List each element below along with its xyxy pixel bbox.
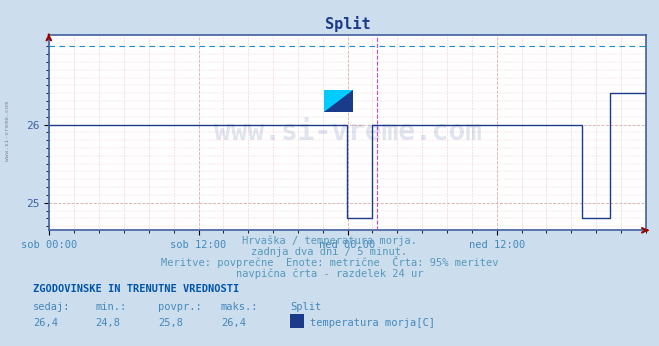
Title: Split: Split xyxy=(325,16,370,32)
Text: min.:: min.: xyxy=(96,302,127,312)
Text: www.si-vreme.com: www.si-vreme.com xyxy=(5,101,11,162)
Text: 26,4: 26,4 xyxy=(33,318,58,328)
Text: 24,8: 24,8 xyxy=(96,318,121,328)
Text: www.si-vreme.com: www.si-vreme.com xyxy=(214,118,482,146)
Text: povpr.:: povpr.: xyxy=(158,302,202,312)
Text: 26,4: 26,4 xyxy=(221,318,246,328)
Text: ZGODOVINSKE IN TRENUTNE VREDNOSTI: ZGODOVINSKE IN TRENUTNE VREDNOSTI xyxy=(33,284,239,294)
Text: 25,8: 25,8 xyxy=(158,318,183,328)
Text: maks.:: maks.: xyxy=(221,302,258,312)
Text: zadnja dva dni / 5 minut.: zadnja dva dni / 5 minut. xyxy=(251,247,408,257)
Text: temperatura morja[C]: temperatura morja[C] xyxy=(310,318,435,328)
Text: Meritve: povprečne  Enote: metrične  Črta: 95% meritev: Meritve: povprečne Enote: metrične Črta:… xyxy=(161,256,498,268)
Text: Split: Split xyxy=(290,302,321,312)
Polygon shape xyxy=(324,90,353,112)
Text: sedaj:: sedaj: xyxy=(33,302,71,312)
Polygon shape xyxy=(324,90,353,112)
Text: navpična črta - razdelek 24 ur: navpična črta - razdelek 24 ur xyxy=(236,268,423,279)
Text: Hrvaška / temperatura morja.: Hrvaška / temperatura morja. xyxy=(242,235,417,246)
